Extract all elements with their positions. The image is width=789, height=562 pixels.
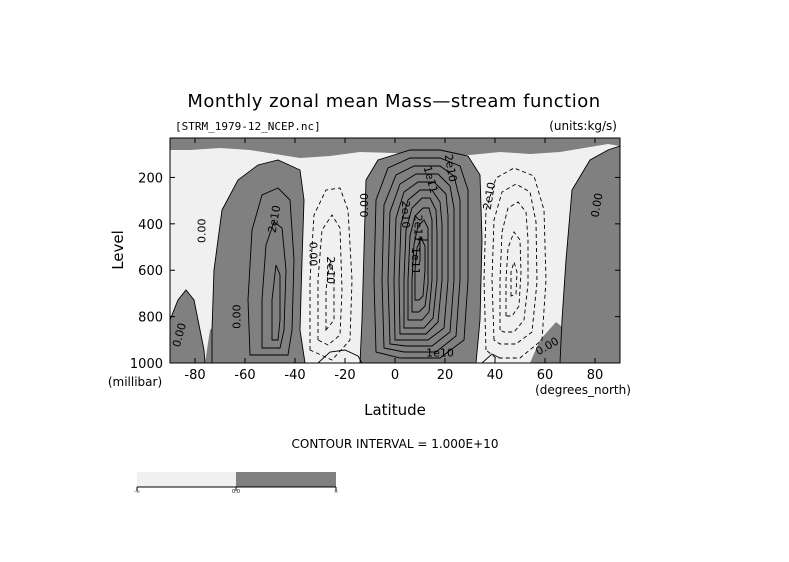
x-axis-title: Latitude bbox=[364, 401, 426, 419]
chart-title: Monthly zonal mean Mass—stream function bbox=[187, 91, 600, 112]
contour-label: 2e10 bbox=[399, 201, 412, 229]
sh-ferrel-contour-2 bbox=[261, 221, 287, 349]
x-tick-label: -60 bbox=[234, 368, 255, 383]
positive-region-nh-polar bbox=[560, 146, 620, 363]
colorbar-negative-swatch bbox=[137, 472, 236, 487]
x-tick-label: 20 bbox=[437, 368, 454, 383]
sh-negative-contour-3 bbox=[325, 259, 335, 332]
contour-label: 0.00 bbox=[358, 193, 371, 218]
contour-label: 0.00 bbox=[231, 304, 244, 329]
y-axis-title: Level bbox=[109, 230, 127, 270]
positive-region-sh-ferrel-base bbox=[205, 318, 250, 363]
contour-label: 1e10 bbox=[426, 347, 454, 360]
hadley-contour-9 bbox=[414, 236, 426, 301]
nh-negative-contour-3 bbox=[499, 201, 529, 333]
hadley-contour-1 bbox=[373, 157, 469, 359]
zero-contour-nh bbox=[559, 145, 620, 363]
units-label: (units:kg/s) bbox=[549, 119, 617, 133]
sh-ferrel-contour-3 bbox=[271, 264, 281, 341]
contour-label: 2e11 bbox=[412, 215, 425, 243]
contour-label: 0.00 bbox=[196, 219, 209, 244]
colorbar-label-right: ∞ bbox=[334, 489, 338, 495]
y-tick-label: 200 bbox=[138, 171, 163, 186]
x-tick-label: 0 bbox=[391, 368, 399, 383]
bottom-contour-right bbox=[481, 353, 501, 363]
y-tick-label: 800 bbox=[138, 311, 163, 326]
hadley-contour-8 bbox=[411, 219, 429, 313]
colorbar-label-mid: 0.0 bbox=[232, 489, 240, 495]
y-unit-label: (millibar) bbox=[108, 375, 162, 389]
hadley-contour-3 bbox=[387, 173, 455, 347]
y-tick-label: 400 bbox=[138, 218, 163, 233]
hadley-contour-6 bbox=[403, 197, 438, 329]
positive-region-top-band bbox=[170, 138, 620, 158]
x-tick-label: -40 bbox=[284, 368, 305, 383]
file-label: [STRM_1979-12_NCEP.nc] bbox=[175, 120, 321, 133]
contour-interval-text: CONTOUR INTERVAL = 1.000E+10 bbox=[292, 437, 499, 451]
positive-region-sh-ferrel bbox=[212, 160, 305, 363]
x-unit-label: (degrees_north) bbox=[535, 383, 631, 397]
sh-negative-contour-1 bbox=[309, 187, 353, 361]
contour-label: 0.00 bbox=[170, 322, 189, 349]
x-axis: -80 -60 -40 -20 0 20 40 60 80 bbox=[184, 138, 603, 383]
contour-label: 2e10 bbox=[481, 181, 499, 211]
hadley-center-mark bbox=[418, 236, 428, 262]
zero-contour-hadley bbox=[359, 149, 483, 363]
x-tick-label: 40 bbox=[487, 368, 504, 383]
colorbar-label-left: -∞ bbox=[134, 489, 140, 495]
positive-region-nh-lower bbox=[530, 322, 566, 363]
x-tick-label: -20 bbox=[334, 368, 355, 383]
hadley-contour-5 bbox=[398, 189, 443, 335]
contour-label: 2e10 bbox=[324, 256, 337, 284]
x-tick-label: 80 bbox=[587, 368, 604, 383]
sh-negative-contour-2 bbox=[317, 214, 343, 346]
hadley-contour-7 bbox=[407, 207, 433, 321]
x-tick-label: -80 bbox=[184, 368, 205, 383]
nh-negative-contour-1 bbox=[483, 167, 547, 359]
contour-label: 2e10 bbox=[266, 204, 284, 234]
contour-label: 0.00 bbox=[307, 242, 320, 266]
colorbar-positive-swatch bbox=[236, 472, 336, 487]
y-axis: 200 400 600 800 1000 bbox=[130, 171, 620, 372]
y-tick-label: 600 bbox=[138, 264, 163, 279]
contour-label: 1e11 bbox=[409, 247, 422, 275]
nh-negative-contour-2 bbox=[491, 183, 538, 345]
nh-negative-contour-4 bbox=[505, 231, 522, 317]
contour-label: 0.00 bbox=[588, 192, 605, 218]
zero-contour-sh-ferrel bbox=[211, 159, 306, 363]
y-tick-label: 1000 bbox=[130, 357, 163, 372]
positive-region-sh-polar bbox=[170, 290, 205, 363]
hadley-contour-2 bbox=[381, 165, 461, 353]
x-tick-label: 60 bbox=[537, 368, 554, 383]
bottom-contour-left bbox=[317, 349, 363, 363]
contour-label: 2e10 bbox=[442, 153, 460, 183]
colorbar: -∞ 0.0 ∞ bbox=[134, 472, 338, 495]
hadley-contour-4 bbox=[393, 181, 449, 341]
zero-contour-sh-polar bbox=[170, 289, 206, 363]
contour-lines bbox=[170, 145, 620, 363]
sh-ferrel-contour-1 bbox=[247, 187, 295, 356]
